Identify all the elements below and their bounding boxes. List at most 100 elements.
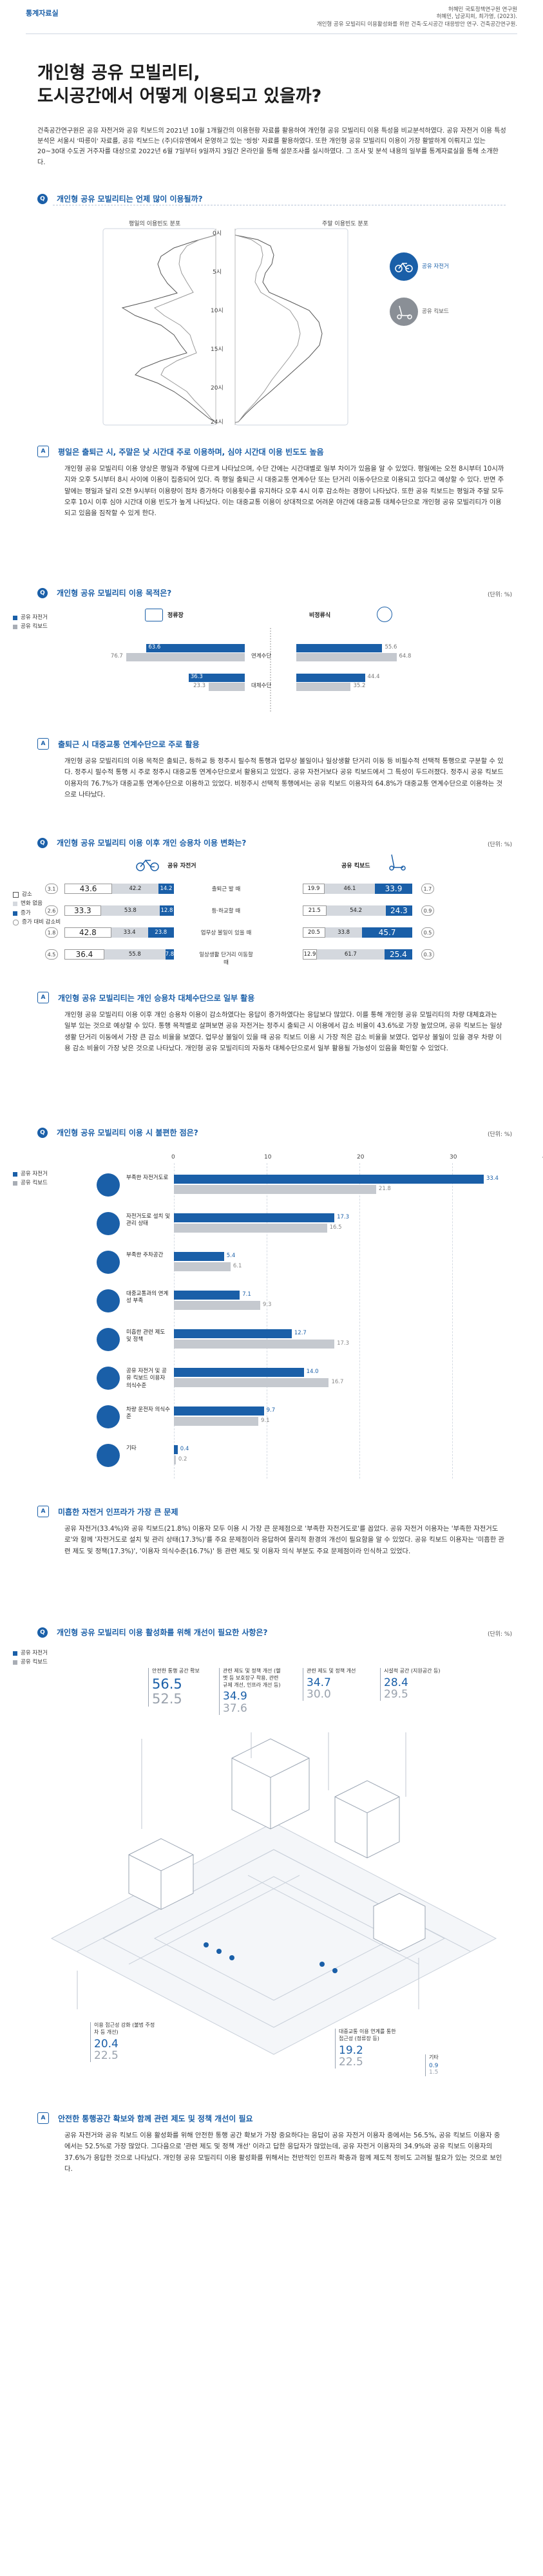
stacked-segment: 53.8 [100, 905, 160, 916]
answer-text: 개인형 공유 모빌리티는 개인 승용차 대체수단으로 일부 활용 [58, 993, 255, 1003]
hour-tick: 0시 [213, 231, 222, 237]
category-icon [97, 1173, 120, 1197]
kick-bar [174, 1185, 376, 1194]
purpose-bar [296, 653, 397, 661]
ratio-pill: 0.5 [421, 927, 434, 938]
gridline [359, 1163, 360, 1479]
category-icon [97, 1289, 120, 1312]
stacked-segment: 55.8 [104, 949, 166, 960]
bicycle-icon [395, 262, 413, 272]
answer-mark-icon: A [37, 992, 49, 1003]
kick-legend-badge [390, 298, 418, 326]
category-icon [97, 1328, 120, 1351]
stacked-segment: 42.2 [112, 884, 158, 894]
stacked-segment: 33.3 [64, 905, 101, 916]
answer-mark-icon: A [37, 1506, 49, 1517]
hour-tick: 20시 [211, 385, 224, 392]
purpose-chart [270, 628, 271, 712]
ratio-pill: 1.7 [421, 884, 434, 894]
answer-text: 미흡한 자전거 인프라가 가장 큰 문제 [58, 1507, 178, 1517]
kick-legend-label: 공유 킥보드 [422, 308, 449, 315]
legend-label: 공유 자전거 [21, 1171, 48, 1177]
answer-paragraph: 공유 자전거와 공유 킥보드 이용 활성화를 위해 안전한 통행 공간 확보가 … [64, 2132, 502, 2173]
kick-column-label: 공유 킥보드 [341, 863, 370, 869]
purpose-value: 63.6 [148, 644, 161, 650]
bike-bar [174, 1445, 178, 1454]
stacked-segment: 46.1 [324, 884, 376, 894]
hour-tick: 24시 [211, 419, 224, 426]
kickboard-icon [386, 853, 406, 871]
col-label: 정류장 [167, 612, 184, 619]
intro-paragraph: 건축공간연구원은 공유 자전거와 공유 킥보드의 2021년 10월 1개월간의… [37, 128, 506, 166]
bike-legend-badge [390, 252, 418, 281]
category-label: 자전거도로 설치 및 관리 상태 [126, 1213, 170, 1227]
callout-bike-value: 20.4 [94, 2037, 119, 2050]
stacked-segment: 21.5 [303, 905, 327, 916]
kick-value: 0.2 [178, 1456, 187, 1463]
category-label: 미흡한 관련 제도 및 정책 [126, 1329, 166, 1343]
purpose-bar [209, 683, 245, 691]
x-tick: 30 [450, 1154, 457, 1160]
legend-swatch [13, 1651, 17, 1656]
bike-value: 0.4 [180, 1446, 189, 1452]
callout-bike-value: 28.4 [384, 1676, 408, 1689]
callout-kick-value: 1.5 [429, 2069, 439, 2076]
legend-label: 변화 없음 [21, 900, 43, 907]
gridline [174, 1163, 175, 1479]
x-tick: 20 [357, 1154, 365, 1160]
page-title: 개인형 공유 모빌리티, 도시공간에서 어떻게 이용되고 있을까? [37, 62, 321, 108]
callout-bike-value: 19.2 [339, 2043, 363, 2057]
building-icon [377, 607, 392, 622]
stacked-segment: 14.2 [158, 884, 174, 894]
legend-label: 공유 자전거 [21, 614, 48, 621]
weekend-chart-title: 주말 이용빈도 분포 [322, 221, 368, 227]
stacked-segment: 12.8 [160, 905, 174, 916]
legend-swatch [13, 920, 19, 926]
question-heading: Q 개인형 공유 모빌리티 이용 시 불편한 점은? [37, 1127, 198, 1138]
question-text: 개인형 공유 모빌리티 이용 활성화를 위해 개선이 필요한 사항은? [57, 1628, 268, 1637]
improvement-callout: 대중교통 이용 연계를 통한 접근성 (정류장 등) 19.2 22.5 [335, 2029, 401, 2069]
citation-line: 개인형 공유 모빌리티 이용활성화를 위한 건축·도시공간 대응방안 연구. 건… [316, 21, 517, 28]
weekend-kick-curve [234, 234, 301, 423]
question-heading: Q 개인형 공유 모빌리티 이용 활성화를 위해 개선이 필요한 사항은? [37, 1627, 267, 1638]
answer-text: 출퇴근 시 대중교통 연계수단으로 주로 활용 [58, 739, 200, 749]
improvement-callout: 이용 접근성 강화 (불법 주정차 등 개선) 20.4 22.5 [90, 2022, 156, 2062]
question-mark-icon: Q [37, 193, 48, 204]
weekday-chart-title: 평일의 이용빈도 분포 [129, 221, 181, 227]
building-icon [145, 609, 163, 621]
category-label: 기타 [126, 1445, 137, 1452]
unit-label: (단위: %) [487, 842, 512, 848]
callout-kick-value: 29.5 [384, 1688, 408, 1701]
bike-value: 5.4 [226, 1253, 236, 1259]
stacked-segment: 33.9 [375, 884, 412, 894]
kick-bar [174, 1340, 335, 1349]
chart-legend: 감소 변화 없음 증가 증가 대비 감소비 [13, 890, 61, 927]
weekday-kick-curve [154, 234, 216, 422]
x-tick: 0 [171, 1154, 175, 1160]
stacked-segment: 19.9 [303, 884, 325, 894]
purpose-bar [188, 674, 245, 682]
purpose-bar [126, 653, 245, 661]
bike-bar [174, 1291, 240, 1300]
bike-value: 17.3 [337, 1214, 350, 1220]
category-icon [97, 1251, 120, 1274]
question-heading: Q 개인형 공유 모빌리티 이용 목적은? [37, 587, 171, 598]
answer-heading: A 평일은 출퇴근 시, 주말은 낮 시간대 주로 이용하며, 심야 시간대 이… [37, 446, 324, 457]
question-mark-icon: Q [37, 837, 48, 848]
title-line: 개인형 공유 모빌리티, [37, 63, 200, 83]
callout-bike-value: 0.9 [429, 2062, 439, 2069]
bike-column-label: 공유 자전거 [167, 863, 196, 869]
legend-swatch [13, 902, 17, 907]
stacked-segment: 12.9 [303, 949, 317, 960]
row-label: 업무상 볼일이 있을 때 [200, 930, 252, 936]
col-label: 비정류식 [309, 612, 331, 619]
purpose-value: 23.3 [193, 683, 206, 689]
stacked-segment: 23.8 [148, 927, 174, 938]
unit-label: (단위: %) [487, 592, 512, 598]
legend-swatch [13, 891, 19, 898]
callout-label: 대중교통 이용 연계를 통한 접근성 (정류장 등) [339, 2029, 396, 2041]
stacked-segment: 43.6 [64, 884, 113, 894]
ratio-pill: 0.3 [421, 949, 434, 960]
legend-swatch [13, 615, 17, 620]
answer-paragraph: 개인형 공유 모빌리티 이용 양상은 평일과 주말에 다르게 나타났으며, 수단… [64, 465, 504, 518]
